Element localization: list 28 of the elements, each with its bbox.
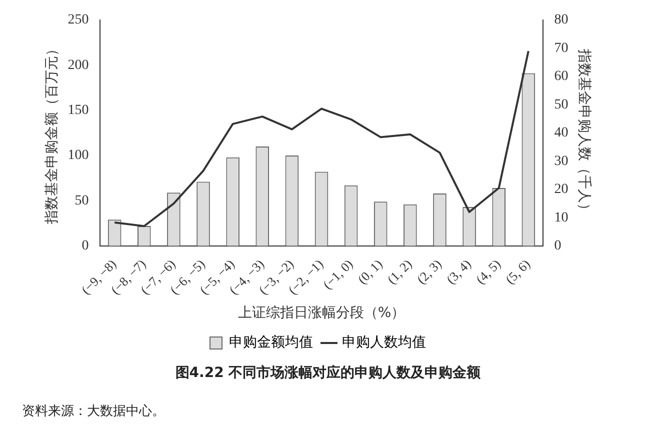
x-tick-label: (1, 2) [384,256,415,287]
y2-tick-label: 60 [554,69,568,84]
x-tick-label: (2, 3) [414,256,444,287]
y2-tick-label: 30 [554,154,568,169]
y2-tick-label: 40 [554,126,568,141]
y2-tick-label: 50 [554,97,568,112]
x-axis-title: 上证综指日涨幅分段（%） [238,305,406,322]
y-tick-label: 0 [82,238,89,254]
y-tick-label: 50 [74,193,89,208]
y2-tick-label: 20 [554,182,568,198]
y-tick-label: 200 [68,58,89,73]
y-tick-label: 250 [68,12,89,28]
y2-tick-label: 70 [554,40,568,56]
y2-tick-label: 80 [554,12,568,28]
text: 资料来源：大数据中心。 [22,403,165,420]
x-tick-label: (5, 6) [502,256,533,287]
y2-tick-label: 0 [554,238,562,254]
text: 图4.22 不同市场涨幅对应的申购人数及申购金额 [174,364,482,382]
y2-tick-label: 10 [554,210,568,226]
x-tick-label: (3, 4) [443,256,474,287]
y2-axis-title: 指数基金申购人数（千人） [576,48,592,217]
legend-label: 申购人数均值 [342,334,426,351]
y-axis-title: 指数基金申购金额（百万元） [44,42,60,225]
x-tick-label: (4, 5) [472,256,504,287]
y-tick-label: 150 [68,103,89,118]
y-tick-label: 100 [68,148,89,164]
x-tick-label: (0, 1) [354,256,386,287]
legend-label: 申购金额均值 [229,334,313,351]
